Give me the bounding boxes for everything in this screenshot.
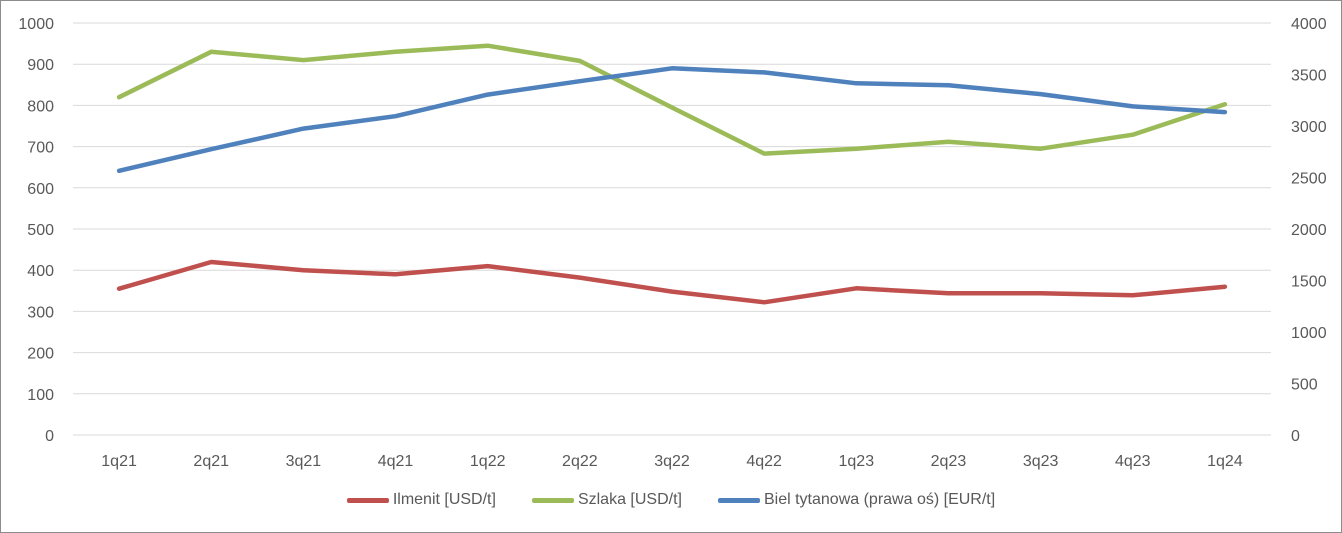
x-tick-label: 4q21 [378, 453, 414, 470]
y-left-tick-label: 100 [27, 387, 54, 404]
x-tick-label: 3q21 [286, 453, 322, 470]
legend-label: Ilmenit [USD/t] [392, 491, 496, 508]
legend-item-1: Ilmenit [USD/t] [346, 491, 496, 509]
x-tick-label: 4q22 [746, 453, 782, 470]
x-tick-label: 3q22 [654, 453, 690, 470]
chart-legend: Ilmenit [USD/t] Szlaka [USD/t] Biel tytano… [1, 491, 1341, 509]
y-left-tick-label: 500 [27, 222, 54, 239]
x-tick-label: 3q23 [1023, 453, 1059, 470]
y-left-tick-label: 0 [45, 428, 54, 445]
y-left-tick-label: 200 [27, 346, 54, 363]
y-right-tick-label: 2500 [1291, 171, 1327, 188]
y-left-tick-label: 800 [27, 98, 54, 115]
series-line-1 [116, 259, 1228, 305]
legend-label: Szlaka [USD/t] [577, 491, 682, 508]
x-tick-label: 4q23 [1115, 453, 1151, 470]
y-right-tick-label: 0 [1291, 428, 1300, 445]
y-left-tick-label: 300 [27, 304, 54, 321]
y-right-tick-label: 500 [1291, 377, 1318, 394]
legend-swatch [717, 497, 760, 503]
series-line-2 [116, 43, 1228, 156]
x-tick-label: 2q22 [562, 453, 598, 470]
y-left-tick-label: 700 [27, 140, 54, 157]
y-right-tick-label: 4000 [1291, 16, 1327, 33]
y-right-tick-label: 3000 [1291, 119, 1327, 136]
y-left-tick-label: 900 [27, 57, 54, 74]
y-right-tick-label: 2000 [1291, 222, 1327, 239]
x-tick-label: 1q23 [839, 453, 875, 470]
x-tick-label: 2q21 [193, 453, 229, 470]
x-tick-label: 1q22 [470, 453, 506, 470]
x-tick-label: 2q23 [931, 453, 967, 470]
y-right-tick-label: 1000 [1291, 325, 1327, 342]
legend-label: Biel tytanowa (prawa oś) [EUR/t] [763, 491, 996, 508]
legend-swatch [531, 497, 574, 503]
y-left-tick-label: 400 [27, 263, 54, 280]
legend-swatch [346, 497, 389, 503]
y-left-tick-label: 600 [27, 181, 54, 198]
legend-item-2: Szlaka [USD/t] [531, 491, 682, 509]
y-right-tick-label: 3500 [1291, 68, 1327, 85]
x-tick-label: 1q21 [101, 453, 137, 470]
series-line-3 [116, 66, 1228, 174]
y-right-tick-label: 1500 [1291, 274, 1327, 291]
x-tick-label: 1q24 [1207, 453, 1243, 470]
y-left-tick-label: 1000 [18, 16, 54, 33]
legend-item-3: Biel tytanowa (prawa oś) [EUR/t] [717, 491, 996, 509]
